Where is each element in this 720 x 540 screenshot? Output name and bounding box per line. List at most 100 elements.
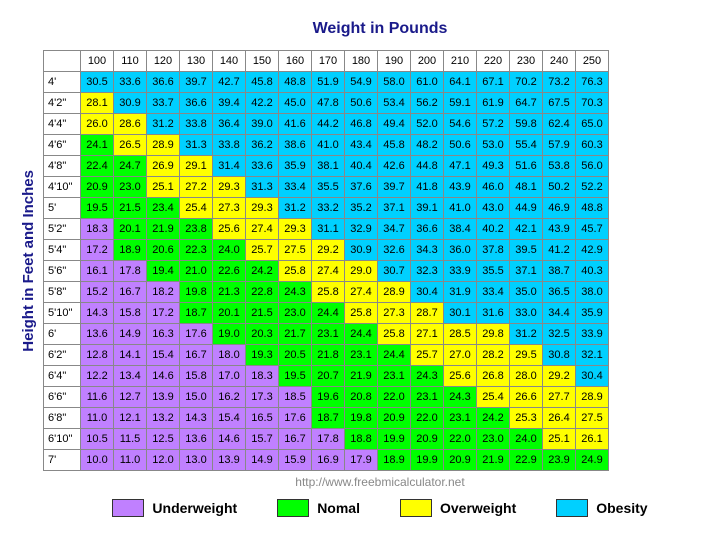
legend: Underweight Nomal Overweight Obesity <box>60 499 700 517</box>
bmi-cell: 15.8 <box>180 366 213 387</box>
table-row: 5'8"15.216.718.219.821.322.824.325.827.4… <box>44 282 609 303</box>
bmi-cell: 21.3 <box>213 282 246 303</box>
bmi-cell: 28.0 <box>510 366 543 387</box>
bmi-cell: 31.6 <box>477 303 510 324</box>
bmi-cell: 15.4 <box>213 408 246 429</box>
bmi-cell: 25.4 <box>180 198 213 219</box>
bmi-cell: 60.3 <box>576 135 609 156</box>
row-header: 5'2" <box>44 219 81 240</box>
bmi-cell: 46.9 <box>543 198 576 219</box>
col-header: 100 <box>81 51 114 72</box>
bmi-cell: 27.4 <box>312 261 345 282</box>
bmi-cell: 21.9 <box>477 450 510 471</box>
bmi-cell: 50.2 <box>543 177 576 198</box>
col-header: 160 <box>279 51 312 72</box>
bmi-cell: 39.4 <box>213 93 246 114</box>
bmi-cell: 39.5 <box>510 240 543 261</box>
bmi-cell: 16.2 <box>213 387 246 408</box>
bmi-cell: 42.9 <box>576 240 609 261</box>
bmi-cell: 29.8 <box>477 324 510 345</box>
bmi-cell: 13.9 <box>147 387 180 408</box>
table-row: 6'8"11.012.113.214.315.416.517.618.719.8… <box>44 408 609 429</box>
legend-label: Obesity <box>596 500 647 516</box>
bmi-cell: 27.3 <box>378 303 411 324</box>
bmi-cell: 41.0 <box>444 198 477 219</box>
bmi-cell: 16.1 <box>81 261 114 282</box>
bmi-cell: 48.1 <box>510 177 543 198</box>
bmi-cell: 24.7 <box>114 156 147 177</box>
bmi-cell: 57.2 <box>477 114 510 135</box>
row-header: 4'2" <box>44 93 81 114</box>
col-header: 250 <box>576 51 609 72</box>
bmi-cell: 43.0 <box>477 198 510 219</box>
bmi-cell: 48.8 <box>576 198 609 219</box>
bmi-cell: 76.3 <box>576 72 609 93</box>
bmi-cell: 23.4 <box>147 198 180 219</box>
bmi-cell: 62.4 <box>543 114 576 135</box>
bmi-cell: 30.9 <box>345 240 378 261</box>
bmi-cell: 29.3 <box>279 219 312 240</box>
bmi-cell: 23.1 <box>312 324 345 345</box>
bmi-cell: 44.9 <box>510 198 543 219</box>
bmi-cell: 41.6 <box>279 114 312 135</box>
row-header: 6' <box>44 324 81 345</box>
bmi-cell: 39.7 <box>378 177 411 198</box>
bmi-cell: 23.0 <box>279 303 312 324</box>
bmi-cell: 16.7 <box>180 345 213 366</box>
bmi-cell: 35.9 <box>279 156 312 177</box>
bmi-cell: 23.8 <box>180 219 213 240</box>
bmi-cell: 35.5 <box>312 177 345 198</box>
bmi-cell: 38.4 <box>444 219 477 240</box>
bmi-cell: 65.0 <box>576 114 609 135</box>
bmi-cell: 33.4 <box>477 282 510 303</box>
bmi-cell: 35.2 <box>345 198 378 219</box>
bmi-cell: 30.1 <box>444 303 477 324</box>
table-row: 5'2"18.320.121.923.825.627.429.331.132.9… <box>44 219 609 240</box>
bmi-cell: 48.8 <box>279 72 312 93</box>
col-header: 130 <box>180 51 213 72</box>
bmi-cell: 33.6 <box>246 156 279 177</box>
table-row: 4'2"28.130.933.736.639.442.245.047.850.6… <box>44 93 609 114</box>
bmi-cell: 22.0 <box>444 429 477 450</box>
bmi-cell: 19.5 <box>279 366 312 387</box>
bmi-cell: 24.2 <box>477 408 510 429</box>
bmi-cell: 20.9 <box>81 177 114 198</box>
table-row: 5'19.521.523.425.427.329.331.233.235.237… <box>44 198 609 219</box>
table-row: 5'6"16.117.819.421.022.624.225.827.429.0… <box>44 261 609 282</box>
bmi-cell: 25.7 <box>246 240 279 261</box>
bmi-cell: 22.9 <box>510 450 543 471</box>
bmi-cell: 13.9 <box>213 450 246 471</box>
bmi-cell: 31.3 <box>180 135 213 156</box>
table-row: 5'10"14.315.817.218.720.121.523.024.425.… <box>44 303 609 324</box>
bmi-cell: 23.1 <box>378 366 411 387</box>
table-row: 6'13.614.916.317.619.020.321.723.124.425… <box>44 324 609 345</box>
bmi-cell: 24.4 <box>345 324 378 345</box>
legend-label: Nomal <box>317 500 360 516</box>
legend-item: Underweight <box>112 499 237 517</box>
bmi-cell: 40.3 <box>576 261 609 282</box>
bmi-cell: 20.6 <box>147 240 180 261</box>
bmi-cell: 33.2 <box>312 198 345 219</box>
bmi-cell: 16.3 <box>147 324 180 345</box>
row-header: 5' <box>44 198 81 219</box>
bmi-cell: 73.2 <box>543 72 576 93</box>
bmi-cell: 67.1 <box>477 72 510 93</box>
bmi-cell: 25.8 <box>312 282 345 303</box>
bmi-cell: 36.4 <box>213 114 246 135</box>
bmi-cell: 58.0 <box>378 72 411 93</box>
bmi-cell: 32.3 <box>411 261 444 282</box>
bmi-cell: 20.9 <box>411 429 444 450</box>
bmi-cell: 28.5 <box>444 324 477 345</box>
bmi-cell: 33.8 <box>180 114 213 135</box>
bmi-cell: 37.1 <box>510 261 543 282</box>
bmi-cell: 32.5 <box>543 324 576 345</box>
bmi-cell: 27.5 <box>279 240 312 261</box>
bmi-cell: 18.8 <box>345 429 378 450</box>
row-header: 6'10" <box>44 429 81 450</box>
legend-item: Overweight <box>400 499 516 517</box>
bmi-cell: 27.3 <box>213 198 246 219</box>
col-header: 110 <box>114 51 147 72</box>
bmi-cell: 25.8 <box>378 324 411 345</box>
bmi-cell: 38.7 <box>543 261 576 282</box>
bmi-cell: 47.8 <box>312 93 345 114</box>
